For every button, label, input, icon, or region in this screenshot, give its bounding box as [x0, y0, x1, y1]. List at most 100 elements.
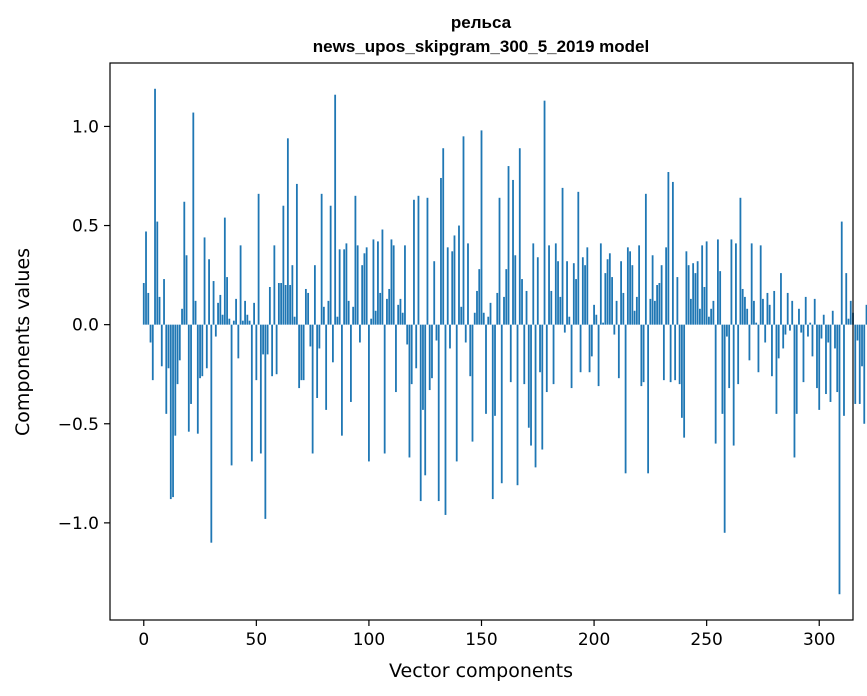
bar: [509, 324, 512, 383]
bar: [748, 324, 751, 361]
bar: [284, 285, 287, 325]
bar: [422, 324, 424, 410]
bar: [293, 316, 296, 325]
bar: [415, 324, 418, 369]
bar: [554, 243, 557, 325]
bar: [196, 324, 199, 434]
bar: [282, 205, 285, 325]
bar: [469, 324, 472, 377]
bar: [187, 324, 190, 432]
x-tick-label: 150: [465, 630, 497, 650]
bar: [744, 296, 746, 325]
bar: [341, 324, 343, 436]
bar: [568, 316, 571, 325]
bar: [759, 245, 762, 325]
bar: [487, 316, 490, 325]
bar: [309, 324, 312, 347]
bar: [865, 304, 867, 325]
bar: [433, 261, 436, 325]
bar: [717, 239, 719, 325]
bar: [467, 243, 469, 325]
bar: [491, 324, 494, 500]
bar: [327, 300, 330, 325]
bar: [372, 239, 375, 325]
bar: [539, 324, 541, 373]
bar: [392, 245, 395, 325]
bar: [397, 304, 400, 325]
bar: [379, 292, 382, 325]
bar: [674, 324, 677, 381]
bar: [581, 257, 584, 325]
chart-subtitle: news_upos_skipgram_300_5_2019 model: [313, 37, 649, 56]
bar: [311, 324, 314, 454]
bar: [485, 324, 487, 414]
bar: [424, 324, 427, 476]
bar: [313, 265, 316, 325]
bar: [210, 324, 213, 543]
bar: [232, 320, 235, 325]
bar: [361, 265, 364, 325]
bar: [633, 310, 636, 325]
bar: [653, 300, 656, 325]
bar: [548, 245, 550, 325]
bar: [221, 314, 224, 325]
bar: [545, 324, 548, 393]
bar: [665, 247, 668, 325]
bar: [181, 308, 183, 325]
bar: [395, 324, 397, 393]
bar: [705, 241, 708, 325]
bar: [640, 324, 643, 387]
bar: [624, 324, 627, 474]
bar: [723, 324, 726, 533]
bar: [460, 306, 463, 325]
bar: [244, 300, 246, 325]
bar: [185, 255, 188, 325]
bar: [334, 94, 337, 325]
bar: [363, 253, 366, 325]
bar: [753, 300, 755, 325]
bar: [275, 324, 278, 375]
bar: [356, 245, 359, 325]
bar: [476, 290, 478, 325]
bar: [298, 324, 301, 389]
bar: [413, 199, 415, 325]
bar: [694, 273, 697, 325]
bar: [780, 273, 782, 325]
bar: [651, 255, 654, 325]
bar: [595, 314, 598, 325]
bar: [710, 308, 713, 325]
bar: [726, 324, 728, 337]
bar: [699, 308, 701, 325]
bar: [845, 273, 848, 325]
y-tick-label: 0.0: [72, 316, 99, 336]
bar: [570, 324, 573, 389]
bar: [386, 298, 388, 325]
bar: [354, 195, 357, 325]
bar: [638, 245, 641, 325]
bar: [719, 271, 722, 325]
bar: [322, 306, 325, 325]
bar: [687, 265, 690, 325]
bar: [437, 324, 440, 502]
bar: [530, 324, 532, 446]
bar: [169, 324, 172, 500]
bar: [575, 279, 577, 325]
x-axis-ticks: 0 50 100 150 200 250 300: [138, 620, 835, 650]
bar: [789, 324, 791, 331]
bar: [455, 324, 458, 462]
bar: [442, 148, 445, 325]
bar: [482, 312, 485, 325]
bar: [217, 302, 219, 325]
bar: [816, 324, 818, 389]
bar: [656, 285, 659, 325]
bar: [336, 316, 339, 325]
bar: [219, 294, 222, 325]
bar: [241, 320, 244, 325]
bar: [536, 257, 539, 325]
bar: [228, 318, 231, 325]
bar: [194, 300, 197, 325]
bar: [856, 324, 859, 341]
bar: [708, 316, 710, 325]
bar: [248, 320, 251, 325]
bar: [446, 247, 449, 325]
